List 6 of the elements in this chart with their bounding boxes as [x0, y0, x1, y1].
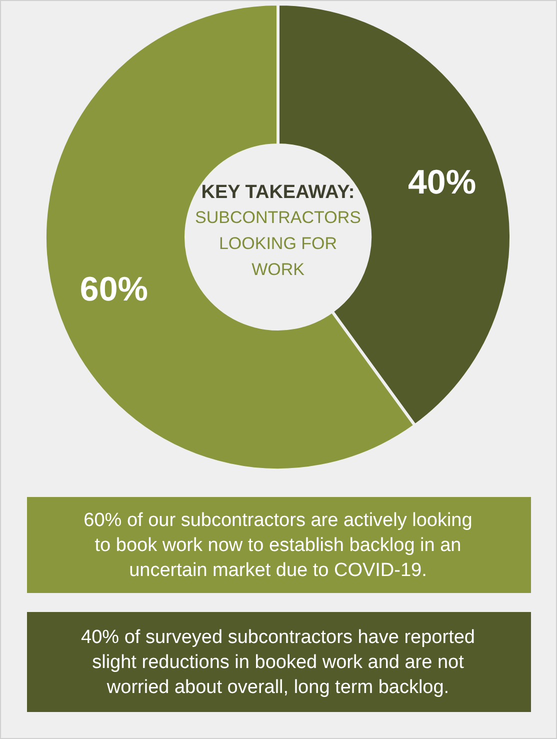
text: 60% of our subcontractors are actively looking to book work now to establish backlog in an uncertain market due to COVID-19. — [84, 510, 472, 581]
text: SUBCONTRACTORS LOOKING FOR WORK — [195, 208, 361, 279]
text: KEY TAKEAWAY: — [201, 182, 355, 203]
text: 40% of surveyed subcontractors have reported slight reductions in booked work and are not worried about overall, long term backlog. — [81, 627, 475, 698]
data-label: 60% — [80, 270, 148, 308]
data-label: 40% — [408, 164, 476, 202]
